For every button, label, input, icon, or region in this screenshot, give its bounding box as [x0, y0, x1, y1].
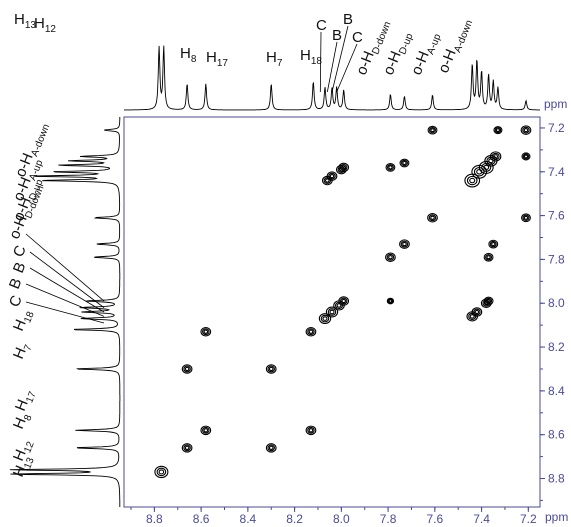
- top-spectrum-unit: ppm: [544, 97, 567, 111]
- cross-peak: [265, 443, 277, 453]
- cross-peak: [488, 239, 499, 249]
- peak-label: H12: [10, 436, 37, 464]
- peak-label: H13: [14, 11, 36, 31]
- cross-peak: [326, 171, 338, 181]
- plot-frame: [123, 116, 541, 508]
- peak-label: C: [316, 17, 327, 34]
- x-tick-label: 8.0: [333, 512, 350, 526]
- x-axis: 8.8 8.6 8.4 8.2 8.0 7.8 7.6 7.4 7.2: [130, 507, 537, 526]
- peak-label: H8: [180, 45, 197, 65]
- peak-label: H18: [10, 306, 37, 334]
- cross-peak: [318, 313, 332, 325]
- cross-peak: [385, 252, 396, 262]
- x-tick-label: 8.6: [193, 512, 210, 526]
- peak-label: B: [332, 27, 342, 44]
- label-arrow: [25, 301, 105, 324]
- cross-peak: [338, 296, 350, 306]
- cross-peak: [427, 125, 438, 135]
- peak-label: H7: [10, 340, 35, 363]
- y-tick-label: 7.2: [548, 121, 565, 135]
- y-tick-label: 8.0: [548, 296, 565, 310]
- cross-peak: [154, 465, 169, 479]
- x-tick-label: 7.6: [426, 512, 443, 526]
- y-tick-label: 8.6: [548, 428, 565, 442]
- peak-label: C: [10, 243, 30, 260]
- peak-label: B: [10, 260, 30, 276]
- cross-peak: [493, 126, 503, 135]
- left-spectrum-trace: [9, 117, 121, 507]
- x-tick-label: 7.8: [380, 512, 397, 526]
- x-tick-label: 7.2: [520, 512, 537, 526]
- cross-peak: [200, 425, 212, 436]
- y-tick-label: 8.2: [548, 340, 565, 354]
- left-peak-labels: H13H12H8H17H7H18CBBCo-HD-downo-HD-upo-HA…: [6, 123, 105, 480]
- cross-peak: [338, 162, 350, 173]
- cross-peaks: [154, 125, 532, 479]
- peak-label: H13: [10, 452, 37, 480]
- peak-label: B: [343, 11, 353, 28]
- label-arrow: [25, 233, 105, 302]
- cross-peak: [325, 306, 339, 318]
- cross-peak: [305, 425, 317, 436]
- peak-label: H12: [34, 15, 56, 35]
- cross-peak: [521, 152, 531, 161]
- x-tick-label: 8.8: [146, 512, 163, 526]
- cross-peak: [386, 297, 395, 305]
- cross-peak: [265, 364, 277, 374]
- label-arrow: [29, 251, 105, 308]
- label-arrow: [25, 283, 105, 317]
- label-arrow: [29, 267, 105, 313]
- cross-peak: [305, 326, 317, 337]
- cross-peak: [181, 443, 193, 453]
- peak-label: o-HA-down: [435, 15, 475, 76]
- x-axis-unit: ppm: [545, 510, 568, 524]
- label-arrow: [326, 41, 338, 93]
- label-arrow: [336, 43, 358, 93]
- peak-label: H17: [206, 49, 228, 69]
- x-tick-label: 8.2: [286, 512, 303, 526]
- label-arrow: [331, 25, 349, 93]
- peak-label: H8: [10, 410, 35, 433]
- peak-label: H7: [266, 49, 283, 69]
- y-tick-label: 8.4: [548, 384, 565, 398]
- cross-peak: [200, 326, 212, 337]
- left-1d-spectrum: [9, 117, 121, 507]
- y-tick-label: 7.8: [548, 252, 565, 266]
- peak-label: H18: [300, 47, 322, 67]
- y-tick-label: 7.4: [548, 165, 565, 179]
- cross-peak: [181, 364, 193, 374]
- y-axis: 7.2 7.4 7.6 7.8 8.0 8.2 8.4 8.6 8.8: [540, 121, 565, 501]
- label-arrow: [319, 31, 322, 93]
- cross-peak: [385, 163, 396, 172]
- peak-label: H17: [12, 386, 39, 414]
- cross-peak: [427, 213, 438, 223]
- top-spectrum-trace: [124, 45, 540, 111]
- y-tick-label: 7.6: [548, 209, 565, 223]
- x-tick-label: 7.4: [473, 512, 490, 526]
- cross-peak: [483, 252, 494, 262]
- x-tick-label: 8.4: [240, 512, 257, 526]
- cross-peak: [489, 151, 502, 162]
- cross-peak: [521, 213, 531, 223]
- cross-peak: [483, 296, 494, 306]
- cross-peak: [399, 158, 410, 168]
- peak-label: C: [6, 293, 26, 310]
- cross-peak: [471, 307, 483, 317]
- cross-peak: [520, 125, 532, 135]
- peak-label: B: [6, 276, 26, 292]
- cross-peak: [399, 239, 410, 249]
- y-tick-label: 8.8: [548, 472, 565, 486]
- peak-label: C: [352, 29, 363, 46]
- top-1d-spectrum: [124, 45, 540, 111]
